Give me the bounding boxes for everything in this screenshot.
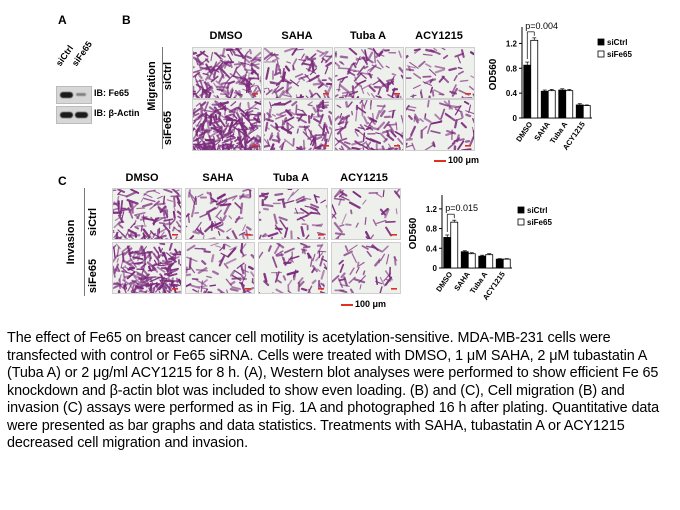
- bar: [565, 90, 574, 119]
- bar: [485, 254, 494, 269]
- y-tick-label: 0.4: [506, 89, 518, 98]
- micrograph-tile: [405, 99, 475, 151]
- migration-group-bracket: [162, 47, 165, 149]
- legend-swatch: [517, 206, 525, 214]
- y-tick-label: 0.8: [506, 64, 518, 73]
- bar: [467, 253, 476, 269]
- legend-swatch: [517, 218, 525, 226]
- y-tick-label: 0: [433, 264, 438, 273]
- y-tick-label: 0.8: [426, 225, 438, 234]
- legend-label: siCtrl: [607, 38, 627, 47]
- bar: [460, 251, 469, 269]
- legend-label: siCtrl: [527, 206, 547, 215]
- micrograph-tile: [263, 47, 333, 99]
- scale-text: 100 μm: [448, 155, 480, 165]
- bar: [540, 90, 549, 119]
- y-tick-label: 0: [513, 114, 518, 123]
- invasion-col-header: ACY1215: [340, 172, 388, 184]
- invasion-grid: DMSO SAHA Tuba A ACY1215 Invasion siCtrl…: [56, 172, 401, 322]
- panel-letter-c: C: [58, 174, 67, 188]
- western-blot: siCtrl siFe65 IB: Fe65 IB: β-Actin: [54, 39, 146, 125]
- invasion-col-header: Tuba A: [272, 172, 310, 184]
- invasion-row-label: siFe65: [87, 258, 99, 294]
- bar: [450, 221, 459, 269]
- y-tick-label: 1.2: [506, 39, 518, 48]
- migration-row-label: siCtrl: [162, 61, 174, 91]
- bar: [558, 89, 567, 119]
- y-tick-label: 0.4: [426, 244, 438, 253]
- migration-row-label: siFe65: [162, 110, 174, 146]
- p-value-annotation: p=0.004: [525, 21, 558, 31]
- micrograph-tile: [334, 47, 404, 99]
- micrograph-tile: [331, 242, 401, 294]
- legend-label: siFe65: [527, 218, 552, 227]
- legend-swatch: [597, 50, 605, 58]
- scale-bar: [434, 160, 446, 162]
- blot-strip-actin: [56, 106, 92, 124]
- micrograph-tile: [405, 47, 475, 99]
- scale-text: 100 μm: [355, 299, 387, 309]
- bar: [502, 258, 511, 269]
- invasion-group-bracket: [84, 188, 87, 296]
- invasion-group-label: Invasion: [65, 219, 77, 265]
- micrograph-tile: [185, 188, 255, 240]
- legend-label: siFe65: [607, 50, 632, 59]
- x-tick-label: DMSO: [514, 120, 534, 144]
- micrograph-tile: [192, 99, 262, 151]
- invasion-col-header: DMSO: [125, 172, 159, 184]
- micrograph-tile: [258, 242, 328, 294]
- bar: [547, 90, 556, 119]
- micrograph-tile: [192, 47, 262, 99]
- blot-label-actin: IB: β-Actin: [94, 108, 140, 118]
- invasion-row-label: siCtrl: [87, 207, 99, 237]
- migration-grid: DMSO SAHA Tuba A ACY1215 Migration siCtr…: [140, 22, 480, 172]
- y-axis-label: OD560: [488, 58, 499, 90]
- panel-letter-b: B: [122, 13, 131, 27]
- blot-lane-label-fe65: siFe65: [69, 39, 95, 68]
- bar: [582, 105, 591, 119]
- migration-col-header: Tuba A: [349, 30, 387, 42]
- x-tick-label: DMSO: [434, 270, 454, 294]
- scale-bar: [341, 304, 353, 306]
- micrograph-tile: [258, 188, 328, 240]
- migration-col-header: ACY1215: [415, 30, 463, 42]
- y-tick-label: 1.2: [426, 205, 438, 214]
- bar: [523, 64, 532, 119]
- bar: [478, 255, 487, 269]
- invasion-col-header: SAHA: [202, 172, 234, 184]
- blot-strip-fe65: [56, 86, 92, 104]
- bar: [495, 258, 504, 269]
- figure-caption: The effect of Fe65 on breast cancer cell…: [7, 330, 660, 451]
- legend-swatch: [597, 38, 605, 46]
- micrograph-tile: [334, 99, 404, 151]
- micrograph-tile: [331, 188, 401, 240]
- y-axis-label: OD560: [408, 217, 419, 249]
- blot-label-fe65: IB: Fe65: [94, 88, 130, 98]
- micrograph-tile: [112, 188, 182, 240]
- bar: [443, 237, 452, 269]
- bar: [530, 39, 539, 119]
- migration-col-header: DMSO: [209, 30, 243, 42]
- micrograph-tile: [263, 99, 333, 151]
- bar: [575, 104, 584, 119]
- panel-letter-a: A: [58, 13, 67, 27]
- p-value-annotation: p=0.015: [445, 203, 478, 213]
- micrograph-tile: [112, 242, 182, 294]
- migration-group-label: Migration: [146, 61, 158, 111]
- migration-col-header: SAHA: [281, 30, 313, 42]
- micrograph-tile: [185, 242, 255, 294]
